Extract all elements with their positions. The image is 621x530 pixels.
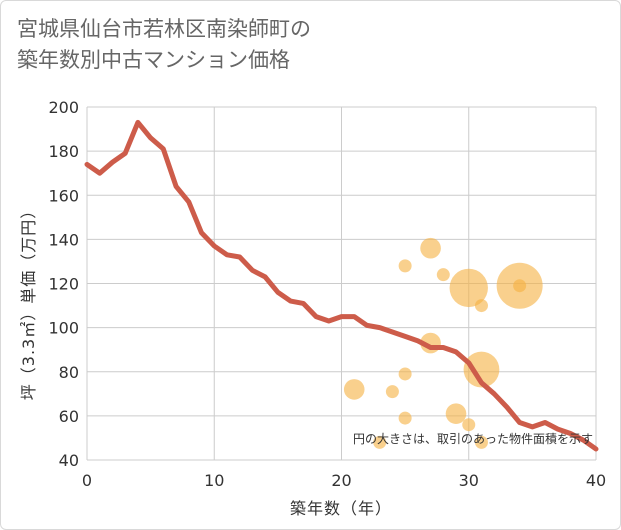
data-bubble	[436, 268, 450, 282]
data-bubble	[343, 379, 365, 400]
bubble-layer	[343, 237, 543, 449]
trend-line-layer	[84, 119, 599, 452]
y-axis-label: 坪（3.3㎡）単価（万円）	[19, 202, 38, 400]
y-tick-label: 100	[48, 319, 79, 338]
y-tick-label: 180	[48, 142, 79, 161]
data-bubble	[449, 268, 488, 308]
y-tick-labels: 40 60 80 100 120 140 160 180 200	[48, 98, 79, 470]
data-bubble	[398, 259, 412, 273]
y-tick-label: 40	[59, 451, 79, 470]
data-bubble	[398, 367, 412, 381]
y-tick-label: 140	[48, 230, 79, 249]
chart-title: 宮城県仙台市若林区南染師町の 築年数別中古マンション価格	[17, 14, 311, 76]
y-tick-label: 160	[48, 186, 79, 205]
data-bubble	[385, 385, 399, 399]
data-bubble	[445, 403, 467, 424]
bubble-size-note: 円の大きさは、取引のあった物件面積を示す	[353, 431, 593, 446]
data-bubble	[462, 418, 476, 432]
y-tick-label: 120	[48, 275, 79, 294]
data-bubble	[373, 435, 387, 449]
x-tick-label: 30	[459, 471, 479, 490]
x-tick-label: 20	[331, 471, 351, 490]
x-tick-label: 10	[204, 471, 224, 490]
chart-title-line1: 宮城県仙台市若林区南染師町の	[17, 17, 311, 41]
data-bubble	[513, 279, 527, 293]
data-bubble	[398, 411, 412, 425]
y-tick-label: 200	[48, 98, 79, 117]
x-tick-labels: 0 10 20 30 40	[82, 471, 606, 490]
data-bubble	[474, 299, 488, 313]
chart-title-line2: 築年数別中古マンション価格	[17, 48, 290, 72]
data-bubble	[420, 237, 441, 259]
y-tick-label: 60	[59, 407, 79, 426]
data-bubble	[463, 351, 500, 388]
y-tick-label: 80	[59, 363, 79, 382]
x-axis-label: 築年数（年）	[290, 499, 392, 518]
x-tick-label: 0	[82, 471, 92, 490]
x-tick-label: 40	[586, 471, 606, 490]
average-price-line	[84, 119, 599, 452]
data-bubble	[474, 435, 488, 449]
